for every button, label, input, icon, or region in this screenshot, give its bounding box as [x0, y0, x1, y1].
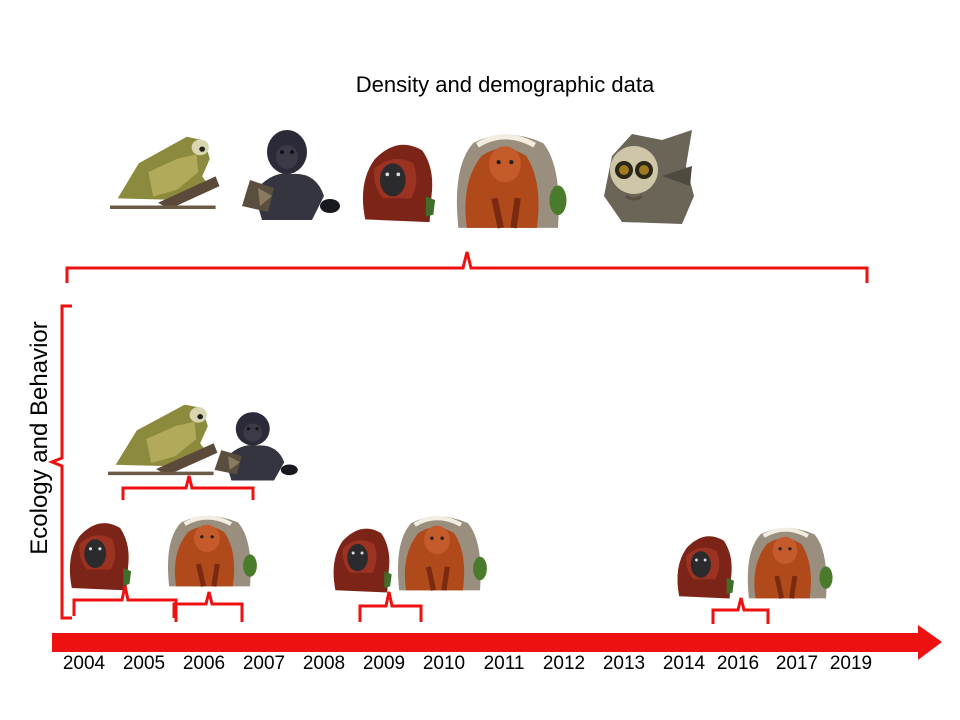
- ecology-bracket: [47, 304, 72, 620]
- uakari-monkey-icon: [748, 528, 833, 598]
- timeline-arrow-head: [918, 625, 942, 660]
- year-label: 2014: [662, 653, 706, 674]
- red-howler-monkey-icon: [362, 144, 436, 223]
- uakari-monkey-icon: [398, 516, 487, 590]
- year-label: 2008: [302, 653, 346, 674]
- year-label: 2007: [242, 653, 286, 674]
- year-label: 2011: [483, 653, 525, 674]
- year-label: 2012: [542, 653, 586, 674]
- capuchin-monkey-icon: [242, 130, 340, 220]
- density-bracket: [65, 251, 869, 283]
- year-label: 2019: [829, 653, 873, 674]
- red-howler-monkey-icon: [333, 528, 392, 593]
- year-label: 2005: [122, 653, 166, 674]
- bracket-2004-2005: [72, 585, 178, 622]
- squirrel-monkey-icon: [106, 402, 220, 478]
- capuchin-monkey-icon: [214, 412, 298, 481]
- squirrel-monkey-icon: [108, 134, 222, 211]
- year-label: 2006: [182, 653, 226, 674]
- uakari-monkey-icon: [168, 516, 257, 586]
- bracket-2016: [711, 597, 770, 624]
- year-label: 2009: [362, 653, 406, 674]
- uakari-monkey-icon: [457, 135, 567, 228]
- night-monkey-icon: [602, 128, 696, 226]
- timeline-years: 2004 2005 2006 2007 2008 2009 2010 2011 …: [0, 653, 960, 683]
- year-label: 2013: [602, 653, 646, 674]
- red-howler-monkey-icon: [677, 536, 734, 599]
- density-title: Density and demographic data: [355, 72, 655, 97]
- bracket-2006: [172, 591, 244, 622]
- red-howler-monkey-icon: [69, 523, 132, 591]
- bracket-2009: [358, 591, 423, 622]
- year-label: 2004: [62, 653, 106, 674]
- year-label: 2017: [775, 653, 819, 674]
- timeline-arrow-shaft: [52, 633, 920, 652]
- year-label: 2016: [716, 653, 760, 674]
- bracket-2005-2007: [121, 475, 255, 500]
- year-label: 2010: [422, 653, 466, 674]
